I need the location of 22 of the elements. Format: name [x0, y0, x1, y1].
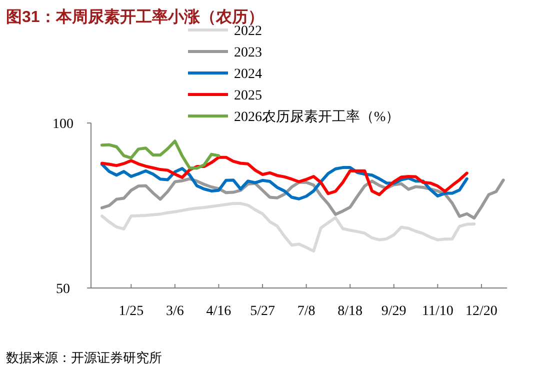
x-tick-label: 5/27 — [250, 304, 275, 319]
line-series — [100, 156, 468, 196]
x-tick-label: 3/6 — [166, 304, 184, 319]
x-tick-label: 7/8 — [297, 304, 316, 319]
y-tick-label: 50 — [56, 282, 70, 297]
chart-title: 图31：本周尿素开工率小涨（农历） — [6, 7, 264, 26]
legend-label: 2022 — [234, 24, 262, 39]
line-series — [100, 140, 220, 170]
x-tick-label: 8/18 — [338, 304, 363, 319]
x-tick-label: 9/29 — [381, 304, 406, 319]
x-tick-label: 12/20 — [466, 304, 498, 319]
x-tick-label: 1/25 — [118, 304, 144, 319]
legend-label: 2024 — [234, 67, 262, 82]
line-series — [100, 162, 468, 200]
legend-label: 2023 — [234, 46, 262, 60]
x-tick-label: 4/16 — [206, 304, 232, 319]
source-note: 数据来源：开源证券研究所 — [6, 350, 162, 365]
legend-label: 2026农历尿素开工率（%） — [234, 109, 400, 125]
legend-label: 2025 — [234, 88, 262, 104]
x-tick-label: 11/10 — [422, 304, 454, 319]
line-series — [100, 202, 476, 253]
y-tick-label: 100 — [52, 117, 74, 132]
